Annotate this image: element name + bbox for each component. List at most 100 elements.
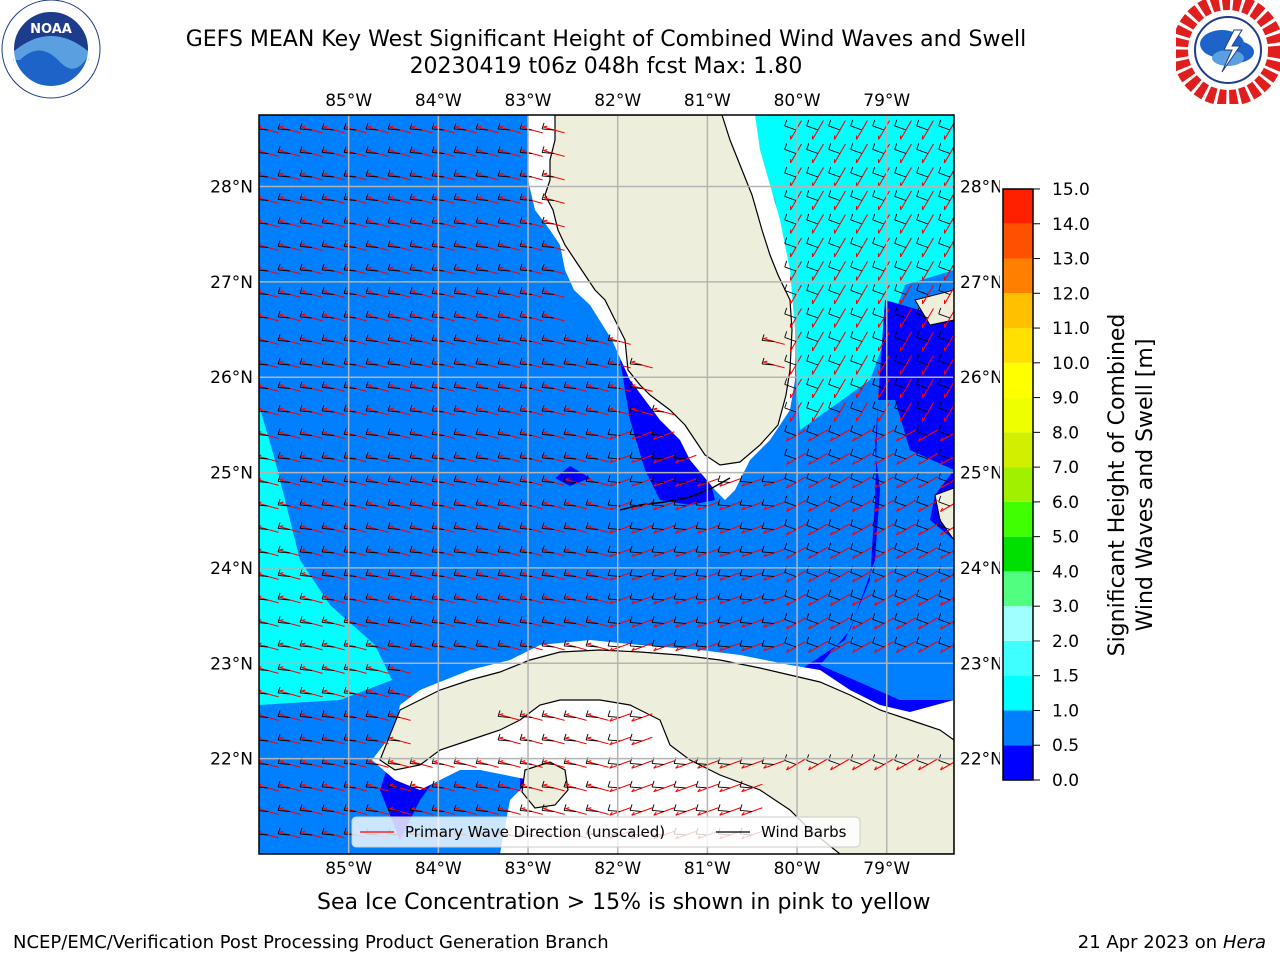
wind-barb xyxy=(762,645,775,648)
wind-barb-flag xyxy=(343,545,347,553)
wind-barb xyxy=(586,340,599,342)
wave-arrow-head xyxy=(411,548,416,551)
wind-barb-flag xyxy=(629,451,633,459)
wind-barb xyxy=(828,524,841,530)
wind-barb-flag xyxy=(806,237,810,244)
wind-barb-flag xyxy=(365,122,369,130)
wind-barb-flag xyxy=(519,498,523,506)
wind-barb-flag xyxy=(585,804,589,811)
wind-barb-flag xyxy=(256,264,258,270)
wind-barb xyxy=(278,504,291,507)
wind-barb xyxy=(564,810,577,812)
wind-barb-flag xyxy=(585,428,589,435)
wind-barb-flag xyxy=(651,428,655,435)
wind-barb xyxy=(630,410,643,413)
wind-barb xyxy=(916,759,929,765)
wind-barb-flag xyxy=(497,122,501,130)
wind-barb xyxy=(300,246,313,248)
wave-arrow-head xyxy=(455,219,460,222)
wind-barb-flag xyxy=(453,193,457,200)
wave-arrow-head xyxy=(389,478,394,481)
wind-barb-flag xyxy=(585,404,589,412)
wind-barb xyxy=(652,575,665,577)
wind-barb xyxy=(322,692,335,695)
wind-barb-flag xyxy=(563,569,567,576)
wind-barb xyxy=(520,481,533,483)
wind-barb-flag xyxy=(585,616,589,623)
wind-barb-flag xyxy=(541,263,545,271)
wave-arrow-head xyxy=(521,407,526,410)
wind-barb-flag xyxy=(321,475,325,482)
lat-label: 27°N xyxy=(960,273,1000,293)
wind-barb-flag xyxy=(828,331,832,338)
wind-barb-flag xyxy=(916,401,920,409)
wind-barb-flag xyxy=(277,545,281,553)
wind-barb xyxy=(872,125,885,131)
wind-barb-flag xyxy=(872,519,876,526)
wind-barb-flag xyxy=(497,616,501,623)
wind-barb xyxy=(542,175,555,178)
wave-arrow-head xyxy=(587,595,592,598)
colorbar-bins xyxy=(1003,189,1033,780)
colorbar-ticks: 0.00.51.01.52.03.04.05.06.07.08.09.010.0… xyxy=(1033,180,1090,791)
wind-barb-flag xyxy=(673,592,677,600)
wind-barb-flag xyxy=(453,146,457,153)
wave-arrow-head xyxy=(279,219,284,222)
wind-barb-flag xyxy=(343,263,347,271)
wind-barb xyxy=(366,128,379,131)
wave-arrow-head xyxy=(389,642,394,645)
wind-barb-flag xyxy=(585,498,589,506)
wave-arrow-head xyxy=(940,766,944,771)
wind-barb xyxy=(740,622,753,624)
wave-arrow-head xyxy=(433,196,438,199)
wind-barb xyxy=(916,477,929,483)
wind-barb-flag xyxy=(497,545,501,553)
wind-barb xyxy=(938,595,951,601)
wind-barb-flag xyxy=(541,146,545,153)
wave-arrow-head xyxy=(389,337,394,340)
wave-arrow-head xyxy=(808,554,812,559)
wind-barb xyxy=(344,645,357,648)
wind-barb xyxy=(410,222,423,225)
wind-barb-flag xyxy=(387,357,391,365)
wind-barb-flag xyxy=(607,381,611,388)
wind-barb xyxy=(916,125,929,131)
colorbar-tick-label: 15.0 xyxy=(1052,180,1090,200)
wind-barb-flag xyxy=(387,780,391,788)
wind-barb-flag xyxy=(299,475,303,482)
wind-barb xyxy=(520,622,533,624)
wind-barb xyxy=(498,293,511,295)
wind-barb-flag xyxy=(387,216,391,224)
wind-barb-flag xyxy=(607,545,611,553)
wind-barb-flag xyxy=(607,710,611,717)
wind-barb-flag xyxy=(299,287,303,294)
wave-arrow-head xyxy=(675,764,679,769)
wind-barb-flag xyxy=(277,381,281,388)
wind-barb xyxy=(850,383,863,389)
wind-barb xyxy=(454,363,467,366)
wind-barb xyxy=(410,199,423,201)
wind-barb-flag xyxy=(894,636,898,644)
wind-barb-flag xyxy=(453,639,457,647)
wind-barb xyxy=(696,786,709,789)
legend-barb-label: Wind Barbs xyxy=(761,823,847,841)
wind-barb-flag xyxy=(409,428,413,435)
wind-barb-flag xyxy=(519,733,523,741)
wind-barb xyxy=(259,669,269,671)
wind-barb-flag xyxy=(806,307,810,315)
wave-arrow-head xyxy=(697,529,701,534)
wave-arrow-head xyxy=(499,713,504,716)
wind-barb-flag xyxy=(365,639,369,647)
wind-barb xyxy=(322,293,335,295)
wind-barb-flag xyxy=(277,592,281,600)
wave-arrow-head xyxy=(565,548,570,551)
wind-barb-flag xyxy=(563,522,567,529)
wind-barb-flag xyxy=(784,636,788,644)
wind-barb-flag xyxy=(497,146,501,153)
wave-arrow-head xyxy=(279,125,284,128)
wind-barb xyxy=(542,128,555,131)
wind-barb xyxy=(762,575,775,577)
wind-barb-flag xyxy=(872,754,876,761)
wind-barb-flag xyxy=(938,636,942,644)
wave-arrow-head xyxy=(675,576,679,581)
